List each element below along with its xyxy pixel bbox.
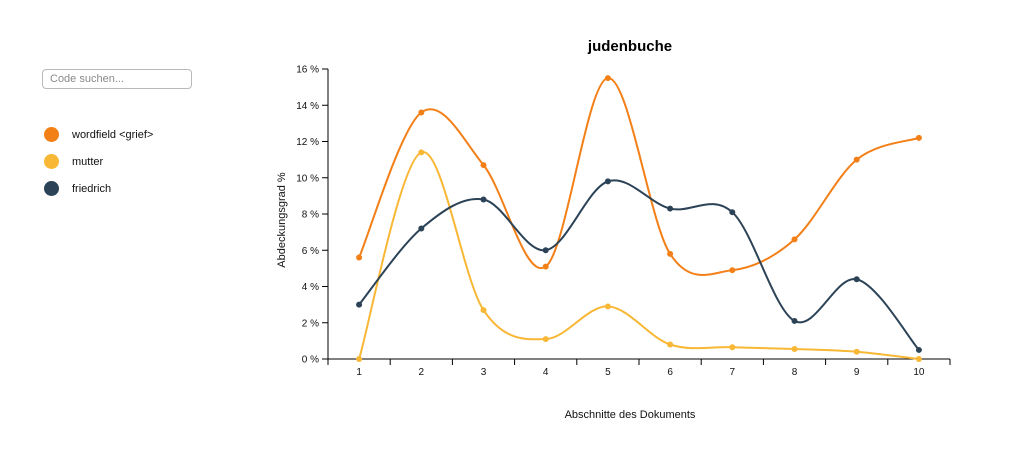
x-tick-label: 4 — [543, 367, 549, 378]
x-tick-label: 9 — [854, 367, 860, 378]
series-line-2 — [358, 179, 920, 351]
y-tick-label: 12 % — [296, 137, 319, 148]
y-tick-label: 2 % — [302, 318, 319, 329]
legend-label: friedrich — [72, 182, 112, 195]
x-axis-title: Abschnitte des Dokuments — [565, 409, 696, 421]
data-point — [480, 196, 487, 203]
code-search-input[interactable] — [42, 69, 192, 89]
data-point — [853, 348, 860, 355]
data-point — [356, 301, 363, 308]
data-point — [542, 336, 549, 343]
legend-swatch-icon — [44, 181, 59, 196]
data-point — [604, 75, 611, 82]
data-point — [915, 134, 922, 141]
data-point — [853, 156, 860, 163]
x-tick-label: 3 — [481, 367, 487, 378]
data-point — [853, 276, 860, 283]
x-tick-label: 2 — [419, 367, 425, 378]
y-tick-label: 14 % — [296, 101, 319, 112]
data-point — [356, 356, 363, 362]
x-tick-label: 8 — [792, 367, 798, 378]
y-tick-label: 16 % — [296, 65, 319, 76]
data-point — [667, 250, 674, 257]
series-layer — [356, 75, 922, 362]
series-line-1 — [358, 151, 920, 360]
legend-item-friedrich[interactable]: friedrich — [44, 175, 153, 202]
legend-label: mutter — [72, 155, 104, 168]
y-tick-label: 8 % — [302, 210, 319, 221]
data-point — [791, 346, 798, 353]
data-point — [604, 178, 611, 185]
sidebar: wordfield <grief> mutter friedrich — [42, 69, 202, 196]
data-point — [418, 149, 425, 156]
x-tick-label: 6 — [667, 367, 673, 378]
data-point — [480, 162, 487, 169]
data-point — [915, 356, 922, 362]
legend: wordfield <grief> mutter friedrich — [44, 121, 153, 202]
data-point — [791, 317, 798, 324]
data-point — [542, 247, 549, 254]
chart-title: judenbuche — [587, 38, 672, 55]
data-point — [480, 307, 487, 314]
series-line-0 — [358, 77, 920, 276]
x-tick-label: 10 — [913, 367, 925, 378]
data-point — [729, 267, 736, 274]
y-tick-label: 0 % — [302, 355, 319, 366]
axes: 0 % 2 % 4 % 6 % 8 % 10 % 12 % 14 % 16 % 1 2 3 4 5 6 7 8 9… — [296, 65, 951, 378]
data-point — [418, 109, 425, 116]
data-point — [729, 209, 736, 216]
data-point — [356, 254, 363, 261]
legend-swatch-icon — [44, 154, 59, 169]
x-tick-label: 7 — [730, 367, 736, 378]
data-point — [542, 263, 549, 270]
y-tick-label: 6 % — [302, 246, 319, 257]
data-point — [791, 236, 798, 243]
data-point — [667, 205, 674, 212]
legend-item-mutter[interactable]: mutter — [44, 148, 153, 175]
legend-swatch-icon — [44, 127, 59, 142]
data-point — [667, 341, 674, 348]
y-axis-title: Abdeckungsgrad % — [276, 172, 288, 268]
data-point — [729, 344, 736, 351]
y-tick-label: 10 % — [296, 173, 319, 184]
data-point — [915, 346, 922, 353]
x-tick-label: 1 — [356, 367, 362, 378]
data-point — [604, 303, 611, 310]
data-point — [418, 225, 425, 232]
legend-label: wordfield <grief> — [72, 128, 154, 141]
y-tick-label: 4 % — [302, 282, 319, 293]
x-tick-label: 5 — [605, 367, 611, 378]
legend-item-wordfield-grief[interactable]: wordfield <grief> — [44, 121, 153, 148]
